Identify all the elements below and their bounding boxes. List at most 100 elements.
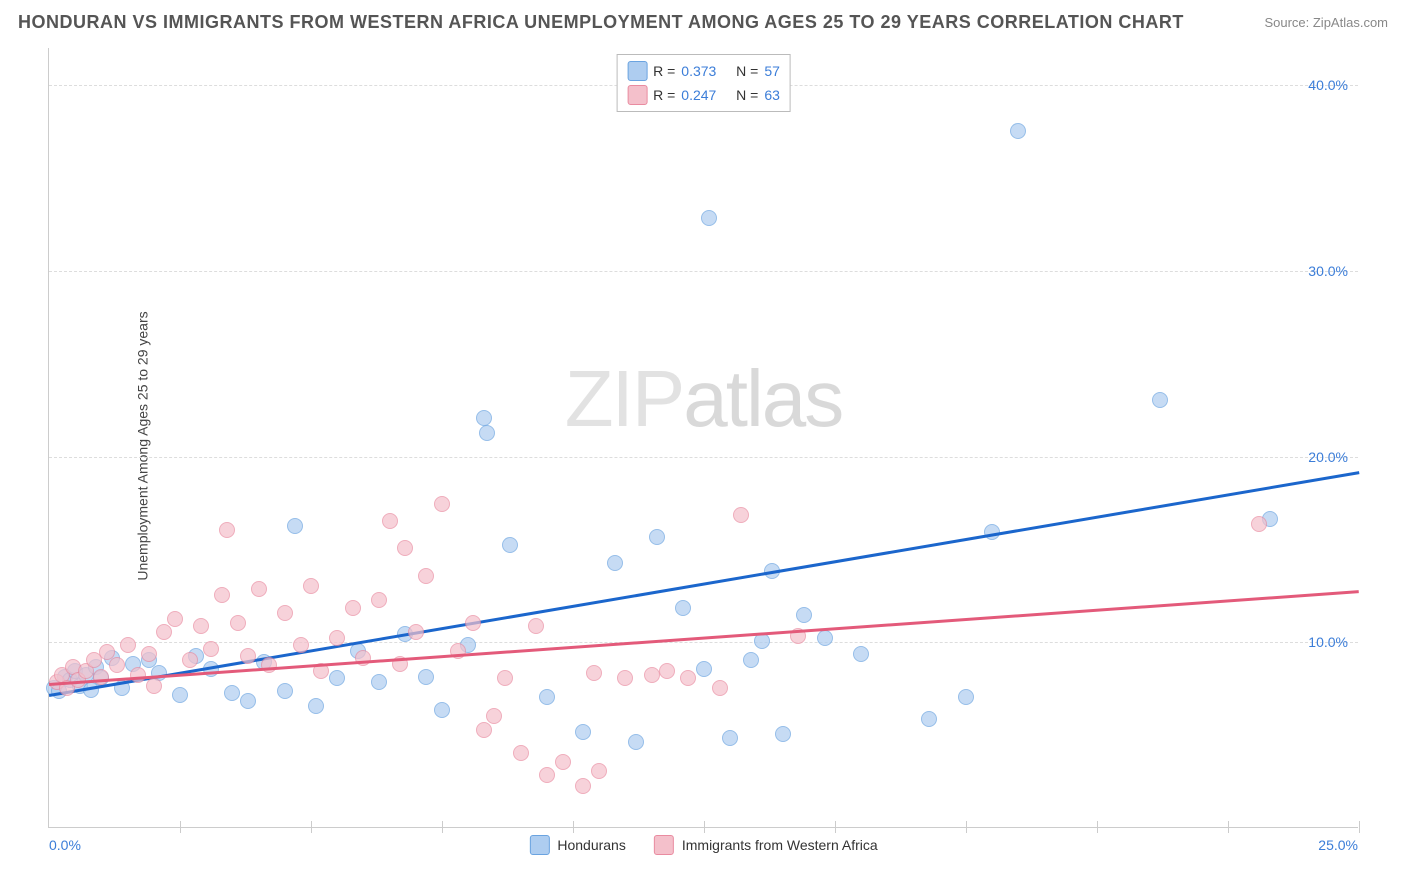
data-point: [733, 507, 749, 523]
n-label: N =: [736, 63, 758, 79]
r-value-hondurans: 0.373: [681, 63, 716, 79]
gridline: [49, 642, 1358, 643]
data-point: [329, 630, 345, 646]
data-point: [680, 670, 696, 686]
data-point: [277, 605, 293, 621]
y-tick-label: 30.0%: [1308, 263, 1348, 279]
n-label: N =: [736, 87, 758, 103]
chart-title: HONDURAN VS IMMIGRANTS FROM WESTERN AFRI…: [18, 12, 1184, 33]
data-point: [958, 689, 974, 705]
data-point: [382, 513, 398, 529]
x-tick: [180, 821, 181, 833]
data-point: [539, 767, 555, 783]
legend-item-western-africa: Immigrants from Western Africa: [654, 835, 878, 855]
data-point: [230, 615, 246, 631]
data-point: [219, 522, 235, 538]
y-tick-label: 10.0%: [1308, 634, 1348, 650]
data-point: [644, 667, 660, 683]
n-value-western-africa: 63: [764, 87, 780, 103]
watermark: ZIPatlas: [565, 353, 842, 445]
data-point: [130, 667, 146, 683]
data-point: [172, 687, 188, 703]
legend-series: Hondurans Immigrants from Western Africa: [529, 835, 877, 855]
data-point: [796, 607, 812, 623]
legend-item-hondurans: Hondurans: [529, 835, 626, 855]
gridline: [49, 271, 1358, 272]
gridline: [49, 457, 1358, 458]
x-tick: [1228, 821, 1229, 833]
data-point: [329, 670, 345, 686]
legend-label-western-africa: Immigrants from Western Africa: [682, 837, 878, 853]
data-point: [182, 652, 198, 668]
data-point: [308, 698, 324, 714]
data-point: [754, 633, 770, 649]
legend-swatch-western-africa: [654, 835, 674, 855]
data-point: [371, 592, 387, 608]
data-point: [696, 661, 712, 677]
data-point: [167, 611, 183, 627]
data-point: [539, 689, 555, 705]
legend-swatch-hondurans: [627, 61, 647, 81]
r-label: R =: [653, 87, 675, 103]
data-point: [240, 693, 256, 709]
watermark-thin: atlas: [683, 354, 842, 443]
data-point: [575, 778, 591, 794]
x-tick: [1097, 821, 1098, 833]
data-point: [397, 540, 413, 556]
data-point: [1152, 392, 1168, 408]
data-point: [345, 600, 361, 616]
data-point: [921, 711, 937, 727]
data-point: [434, 702, 450, 718]
legend-stats: R = 0.373 N = 57 R = 0.247 N = 63: [616, 54, 791, 112]
chart-plot-area: ZIPatlas R = 0.373 N = 57 R = 0.247 N = …: [48, 48, 1358, 828]
data-point: [775, 726, 791, 742]
data-point: [497, 670, 513, 686]
data-point: [156, 624, 172, 640]
data-point: [465, 615, 481, 631]
data-point: [555, 754, 571, 770]
data-point: [513, 745, 529, 761]
data-point: [293, 637, 309, 653]
data-point: [701, 210, 717, 226]
data-point: [434, 496, 450, 512]
data-point: [261, 657, 277, 673]
title-bar: HONDURAN VS IMMIGRANTS FROM WESTERN AFRI…: [0, 0, 1406, 41]
data-point: [649, 529, 665, 545]
data-point: [817, 630, 833, 646]
data-point: [141, 646, 157, 662]
data-point: [528, 618, 544, 634]
legend-label-hondurans: Hondurans: [557, 837, 626, 853]
chart-container: HONDURAN VS IMMIGRANTS FROM WESTERN AFRI…: [0, 0, 1406, 892]
data-point: [479, 425, 495, 441]
data-point: [476, 410, 492, 426]
legend-stats-row: R = 0.373 N = 57: [627, 59, 780, 83]
data-point: [853, 646, 869, 662]
data-point: [371, 674, 387, 690]
data-point: [628, 734, 644, 750]
legend-swatch-western-africa: [627, 85, 647, 105]
data-point: [146, 678, 162, 694]
data-point: [240, 648, 256, 664]
r-value-western-africa: 0.247: [681, 87, 716, 103]
data-point: [418, 669, 434, 685]
x-axis-end-label: 25.0%: [1318, 837, 1358, 853]
x-axis-start-label: 0.0%: [49, 837, 81, 853]
data-point: [203, 641, 219, 657]
n-value-hondurans: 57: [764, 63, 780, 79]
data-point: [607, 555, 623, 571]
legend-stats-row: R = 0.247 N = 63: [627, 83, 780, 107]
data-point: [675, 600, 691, 616]
data-point: [109, 657, 125, 673]
data-point: [224, 685, 240, 701]
x-tick: [573, 821, 574, 833]
data-point: [418, 568, 434, 584]
data-point: [277, 683, 293, 699]
x-tick: [311, 821, 312, 833]
data-point: [659, 663, 675, 679]
watermark-bold: ZIP: [565, 354, 683, 443]
data-point: [502, 537, 518, 553]
data-point: [214, 587, 230, 603]
y-tick-label: 40.0%: [1308, 77, 1348, 93]
data-point: [586, 665, 602, 681]
data-point: [575, 724, 591, 740]
